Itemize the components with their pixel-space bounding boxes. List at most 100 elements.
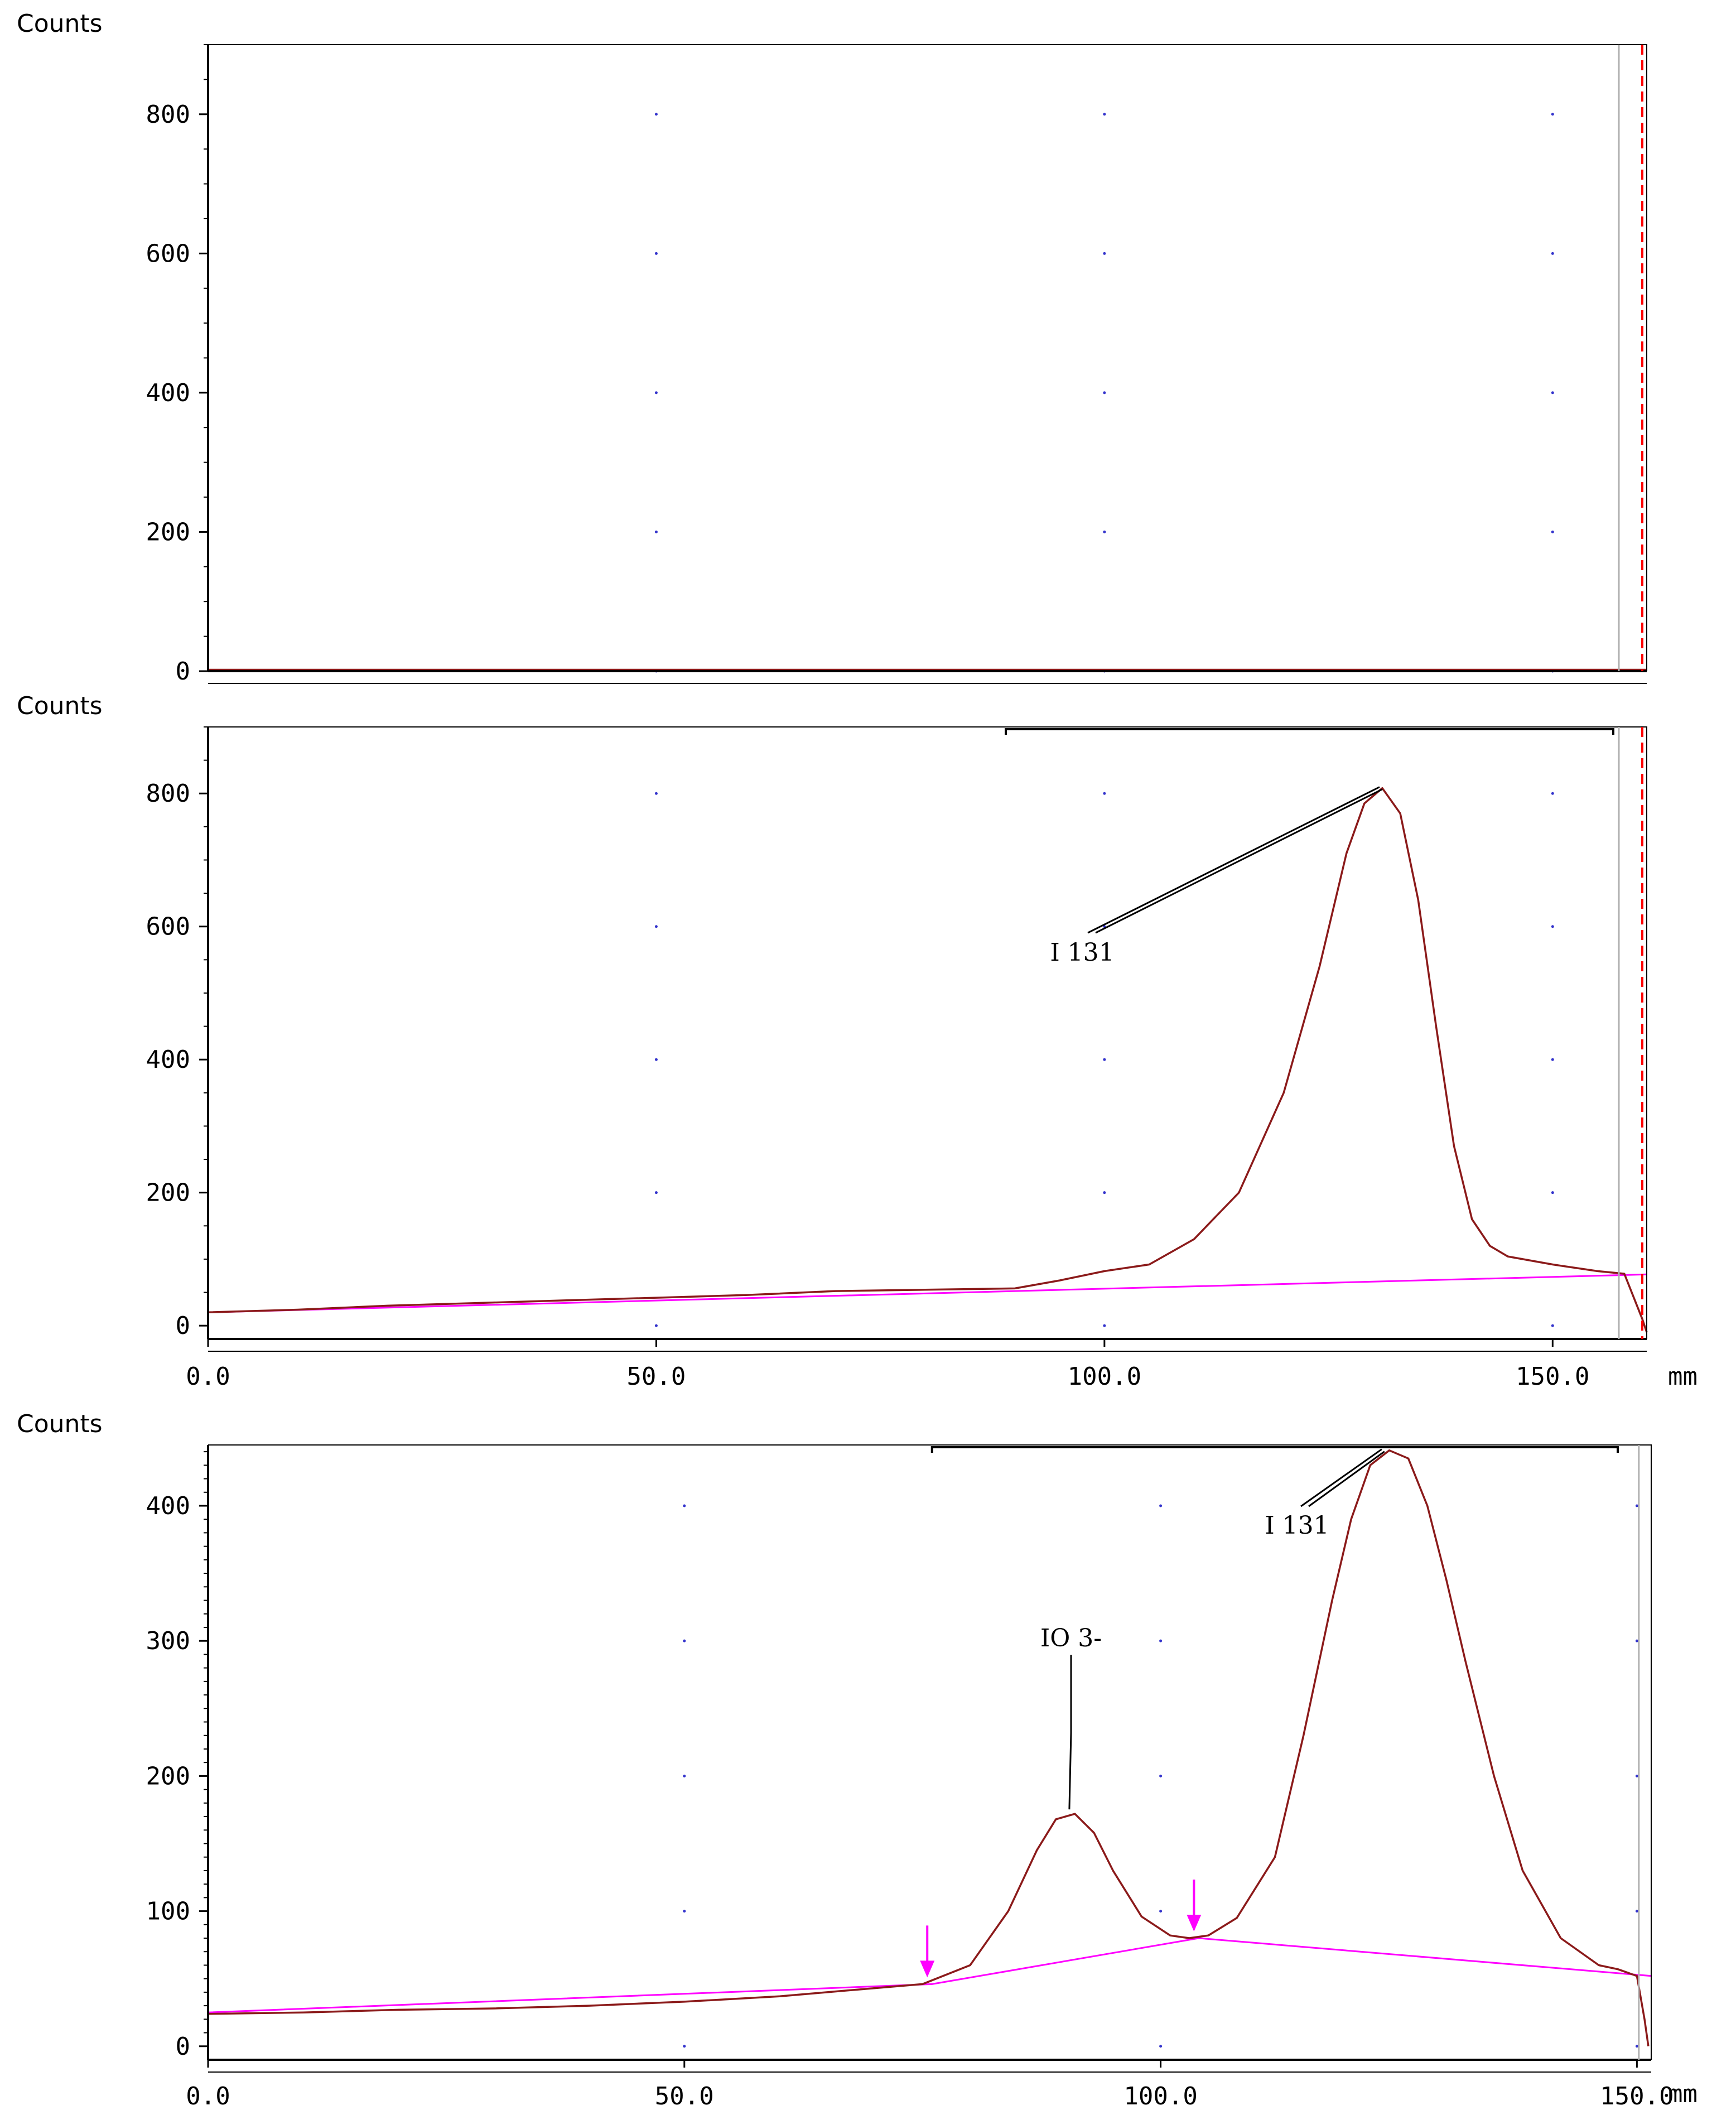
panel-2-leader-line <box>1095 788 1383 934</box>
panel-2-grid-dot <box>654 1191 658 1194</box>
panel-3-peak-boundary-arrow <box>920 1925 935 1978</box>
panel-1-grid-dot <box>1551 530 1554 533</box>
panel-1-grid-dot <box>654 113 658 116</box>
panel-3-grid-dot <box>683 2045 686 2048</box>
panel-3-grid-dot <box>1159 2045 1163 2048</box>
panel-1-yticks: 0 200 400 600 800 <box>146 44 208 686</box>
panel-3-ytick-label: 200 <box>146 1762 190 1790</box>
panel-2-xtick-label: 100.0 <box>1068 1362 1141 1391</box>
panel-3-xtick-label: 100.0 <box>1123 2082 1197 2111</box>
panel-3-integration-bracket <box>930 1446 1619 1453</box>
panel-1-ylabel: Counts <box>17 9 103 38</box>
panel-2-xtick-label: 50.0 <box>626 1362 686 1391</box>
panel-2-ylabel: Counts <box>17 692 103 720</box>
panel-2-baseline-line <box>208 1273 1647 1313</box>
panel-3-yticks: 0 100 200 300 400 <box>146 1451 208 2061</box>
panel-2-grid <box>654 792 1554 1327</box>
panel-1-grid-dot <box>654 530 658 533</box>
panel-1-grid-dot <box>1551 113 1554 116</box>
panel-2-grid-dot <box>1551 1324 1554 1327</box>
panel-2-baseline <box>208 1273 1647 1313</box>
panel-2-grid-dot <box>654 1058 658 1061</box>
panel-2-grid-dot <box>1551 792 1554 795</box>
panel-2-annotations: I 131 <box>1050 786 1383 967</box>
panel-3-leader-line <box>1300 1448 1382 1507</box>
panel-1-ytick-label: 0 <box>176 657 191 686</box>
panel-2-grid-dot <box>654 1324 658 1327</box>
panel-1-ytick-label: 400 <box>146 379 190 407</box>
panel-1: Counts 0 200 400 600 800 <box>17 9 1647 686</box>
panel-3-grid-dot <box>1635 1910 1638 1913</box>
panel-3-grid-dot <box>1159 1639 1163 1642</box>
panel-1-ytick-label: 800 <box>146 100 190 129</box>
panel-3-grid-dot <box>1635 1774 1638 1777</box>
panel-3-peak-boundary-arrow <box>1187 1880 1202 1932</box>
panel-2-xticks: 0.0 50.0 100.0 150.0 <box>186 1339 1590 1391</box>
panel-1-ytick-label: 200 <box>146 518 190 546</box>
panel-2-ytick-label: 400 <box>146 1046 190 1074</box>
panel-3-leader-line <box>1068 1655 1072 1810</box>
panel-3-xtick-label: 0.0 <box>186 2082 230 2111</box>
panel-2-grid-dot <box>1551 925 1554 928</box>
panel-2-grid-dot <box>654 792 658 795</box>
panel-3-leader-line <box>1308 1451 1385 1507</box>
panel-2-grid-dot <box>1103 1191 1106 1194</box>
panel-2-grid-dot <box>654 925 658 928</box>
panel-3-xticks: 0.0 50.0 100.0 150.0 <box>186 2060 1674 2111</box>
panel-3-baseline-line <box>208 1937 1652 2013</box>
panel-3-ytick-label: 100 <box>146 1897 190 1926</box>
panel-2-trace-line <box>208 787 1648 1333</box>
panel-3-frame <box>207 1444 1652 2073</box>
panel-2-frame-border <box>208 726 1647 1339</box>
panel-1-grid-dot <box>1103 391 1106 394</box>
panel-3-grid-dot <box>1635 1639 1638 1642</box>
panel-2-grid-dot <box>1103 792 1106 795</box>
panel-3-xtick-label: 150.0 <box>1600 2082 1674 2111</box>
panel-3-ytick-label: 0 <box>176 2032 191 2061</box>
panel-1-grid-dot <box>1551 252 1554 255</box>
panel-3-grid-dot <box>1159 1774 1163 1777</box>
panel-2-ytick-label: 600 <box>146 913 190 941</box>
panel-3-grid-dot <box>683 1774 686 1777</box>
panel-3-trace-line <box>208 1449 1650 2047</box>
panel-3-grid-dot <box>1159 1504 1163 1507</box>
panel-2-xtick-label: 0.0 <box>186 1362 230 1391</box>
panel-3-ylabel: Counts <box>17 1410 103 1438</box>
panel-2-yticks: 0 200 400 600 800 <box>146 726 208 1340</box>
panel-1-grid-dot <box>1551 391 1554 394</box>
panel-3-frame-border <box>208 1444 1652 2060</box>
panel-2-xtick-label: 150.0 <box>1516 1362 1589 1391</box>
panel-3-peak-label: IO 3- <box>1040 1624 1102 1653</box>
panel-3-grid-dot <box>683 1910 686 1913</box>
panel-2-leader-line <box>1087 786 1380 934</box>
panel-2-grid-dot <box>1103 1058 1106 1061</box>
panel-3-grid-dot <box>1159 1910 1163 1913</box>
panel-3-xlabel: mm <box>1668 2080 1698 2108</box>
panel-3: Counts mm 0 100 200 300 400 0.0 50.0 100.0 150.… <box>17 1410 1698 2111</box>
panel-2-ytick-label: 0 <box>176 1312 191 1340</box>
panel-1-frame-border <box>208 44 1647 671</box>
panel-3-trace <box>208 1449 1650 2047</box>
panel-3-grid <box>683 1504 1638 2048</box>
panel-1-ytick-label: 600 <box>146 239 190 268</box>
panel-2: Counts mm 0 200 400 600 800 0.0 50.0 100.0 150.… <box>17 692 1698 1391</box>
panel-2-grid-dot <box>1103 1324 1106 1327</box>
panel-2-ytick-label: 200 <box>146 1179 190 1207</box>
panel-2-xlabel: mm <box>1668 1362 1698 1391</box>
panel-2-frame <box>207 726 1647 1352</box>
panel-2-grid-dot <box>1551 1058 1554 1061</box>
panel-3-annotations: IO 3- I 131 <box>1040 1448 1385 1810</box>
panel-2-trace <box>208 787 1648 1333</box>
panel-3-peak-label: I 131 <box>1265 1511 1329 1540</box>
panel-2-ytick-label: 800 <box>146 779 190 808</box>
panel-1-grid-dot <box>654 252 658 255</box>
panel-2-grid-dot <box>1551 1191 1554 1194</box>
panel-1-frame <box>207 44 1647 684</box>
panel-1-grid-dot <box>654 391 658 394</box>
panel-1-grid-dot <box>1103 113 1106 116</box>
panel-3-baseline <box>208 1937 1652 2013</box>
panel-3-grid-dot <box>683 1639 686 1642</box>
panel-3-grid-dot <box>683 1504 686 1507</box>
panel-3-ytick-label: 400 <box>146 1492 190 1520</box>
